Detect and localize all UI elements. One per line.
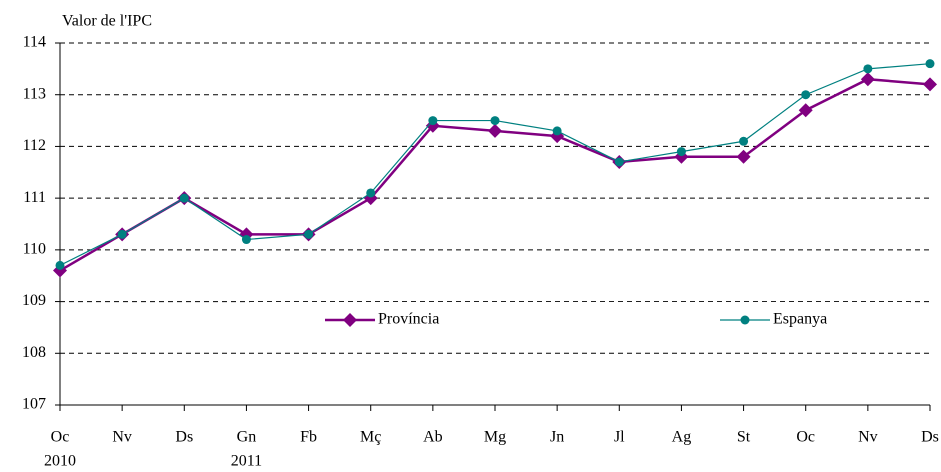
point bbox=[860, 72, 875, 87]
x-tick-label: Jl bbox=[614, 429, 625, 446]
x-tick-label: Gn bbox=[237, 429, 257, 446]
point bbox=[117, 229, 127, 239]
point bbox=[488, 123, 502, 138]
y-tick-label: 109 bbox=[22, 292, 46, 309]
point bbox=[490, 116, 500, 126]
point bbox=[366, 188, 376, 198]
y-tick-label: 112 bbox=[23, 137, 46, 154]
point bbox=[614, 157, 624, 167]
x-tick-year: 2010 bbox=[44, 453, 76, 470]
legend-marker bbox=[343, 313, 357, 327]
point bbox=[428, 116, 438, 126]
point bbox=[736, 149, 751, 164]
series-line bbox=[59, 63, 931, 266]
x-tick-label: Fb bbox=[300, 429, 317, 446]
point bbox=[304, 229, 314, 239]
point bbox=[676, 147, 686, 157]
y-tick-label: 110 bbox=[23, 241, 46, 258]
point bbox=[863, 64, 873, 74]
x-tick-label: Mç bbox=[360, 429, 381, 446]
point bbox=[798, 103, 813, 118]
x-tick-year: 2011 bbox=[231, 453, 262, 470]
x-tick-label: Nv bbox=[112, 429, 132, 446]
x-tick-label: Nv bbox=[858, 429, 878, 446]
legend-label: Espanya bbox=[773, 311, 827, 328]
point bbox=[801, 90, 811, 100]
point bbox=[923, 77, 937, 92]
point bbox=[552, 126, 562, 136]
y-tick-label: 114 bbox=[23, 34, 46, 51]
y-tick-label: 108 bbox=[22, 344, 46, 361]
y-axis-label: Valor de l'IPC bbox=[62, 13, 152, 30]
y-tick-label: 113 bbox=[23, 85, 46, 102]
x-tick-label: Oc bbox=[796, 429, 815, 446]
x-tick-label: Ds bbox=[921, 429, 939, 446]
legend-label: Província bbox=[378, 311, 439, 328]
point bbox=[179, 193, 189, 203]
series-line bbox=[59, 77, 931, 272]
point bbox=[241, 235, 251, 245]
x-tick-label: Oc bbox=[51, 429, 70, 446]
x-tick-label: Ab bbox=[423, 429, 443, 446]
legend-marker bbox=[740, 315, 750, 325]
y-tick-label: 111 bbox=[23, 189, 46, 206]
x-tick-label: St bbox=[737, 429, 751, 446]
x-tick-label: Ds bbox=[175, 429, 193, 446]
y-tick-label: 107 bbox=[22, 396, 46, 413]
point bbox=[739, 136, 749, 146]
x-tick-label: Mg bbox=[484, 429, 506, 446]
x-tick-label: Ag bbox=[672, 429, 692, 446]
x-tick-label: Jn bbox=[550, 429, 564, 446]
point bbox=[55, 260, 65, 270]
point bbox=[925, 59, 935, 69]
